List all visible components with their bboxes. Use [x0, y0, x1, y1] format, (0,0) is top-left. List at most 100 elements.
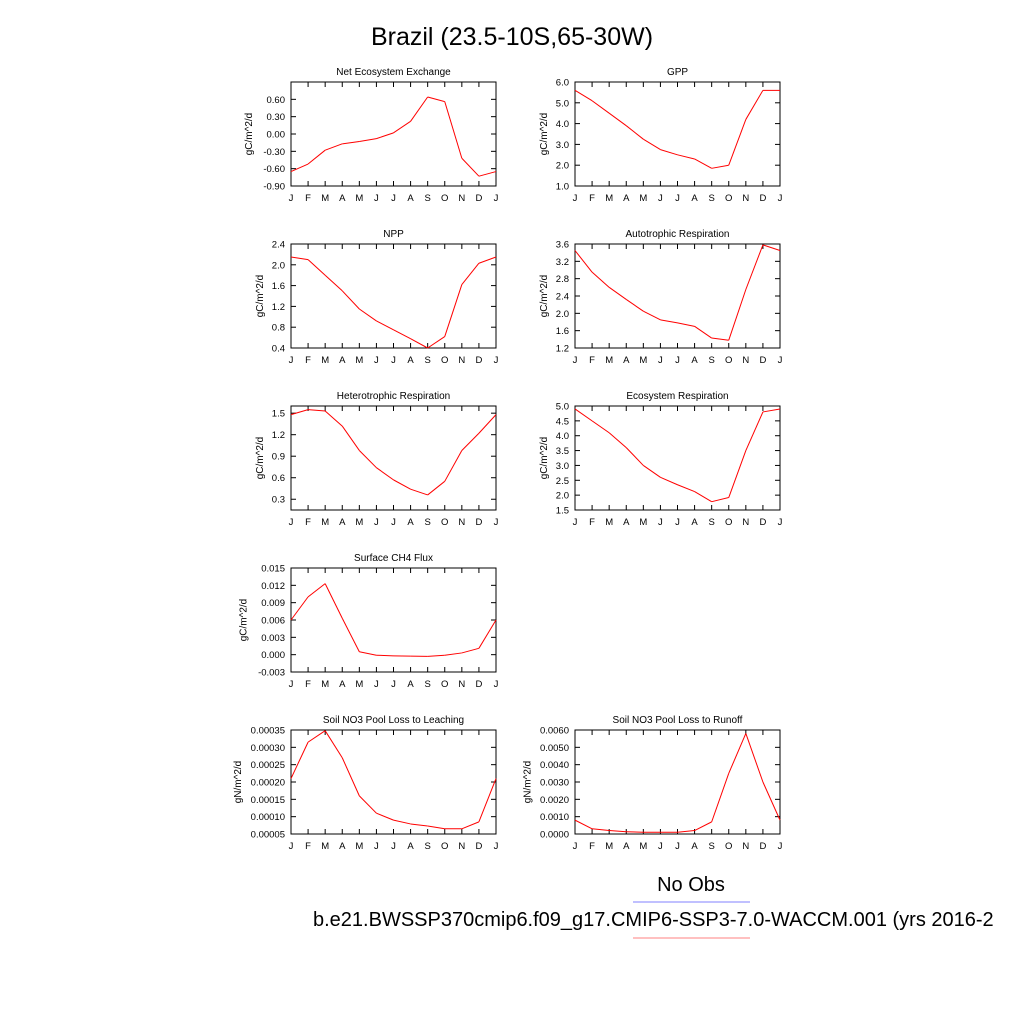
data-segment [461, 157, 480, 177]
x-tick-label: J [778, 355, 783, 366]
data-segment [574, 819, 593, 830]
data-segment [376, 320, 394, 331]
y-tick-label: 0.0060 [540, 726, 569, 737]
x-tick-label: O [441, 355, 448, 366]
x-tick-label: A [623, 193, 630, 204]
x-tick-label: J [573, 355, 578, 366]
x-tick-label: O [441, 679, 448, 690]
data-segment [376, 654, 394, 657]
data-segment [762, 244, 781, 251]
x-tick-label: J [289, 355, 294, 366]
x-tick-label: S [424, 193, 430, 204]
x-tick-label: J [289, 193, 294, 204]
y-tick-label: 0.3 [272, 495, 285, 506]
x-tick-label: F [305, 517, 311, 528]
data-segment [376, 132, 394, 140]
x-tick-label: J [374, 841, 379, 852]
x-tick-label: A [407, 193, 414, 204]
plot-frame [574, 243, 781, 349]
x-tick-label: J [494, 679, 499, 690]
y-tick-label: 0.00010 [251, 812, 285, 823]
data-segment [461, 432, 480, 451]
y-tick-label: -0.60 [263, 164, 285, 175]
data-segment [711, 164, 729, 169]
data-segment [290, 741, 309, 779]
y-axis-label: gC/m^2/d [255, 437, 266, 480]
y-tick-label: 0.0020 [540, 795, 569, 806]
data-segment [745, 90, 764, 120]
data-segment [393, 120, 411, 134]
plot-frame [290, 405, 497, 511]
y-tick-label: 4.5 [556, 416, 569, 427]
y-tick-label: 0.00030 [251, 743, 285, 754]
x-tick-label: A [339, 517, 346, 528]
data-segment [410, 488, 428, 496]
data-segment [643, 310, 661, 321]
y-tick-label: 5.0 [556, 402, 569, 413]
panel-title: GPP [667, 67, 688, 78]
data-segment [341, 290, 360, 310]
data-segment [728, 450, 747, 498]
data-segment [307, 149, 326, 165]
data-segment [574, 408, 593, 422]
data-segment [307, 259, 326, 276]
y-tick-label: 1.2 [556, 344, 569, 355]
x-tick-label: F [589, 193, 595, 204]
x-tick-label: O [725, 355, 732, 366]
x-tick-label: F [589, 355, 595, 366]
data-segment [341, 618, 360, 653]
data-segment [461, 647, 480, 654]
data-segment [609, 830, 627, 833]
data-segment [290, 409, 309, 416]
data-segment [358, 795, 377, 814]
x-tick-label: J [289, 517, 294, 528]
x-tick-label: J [391, 679, 396, 690]
data-segment [677, 322, 695, 327]
data-segment [290, 596, 309, 621]
y-tick-label: 0.006 [261, 616, 285, 627]
y-tick-label: 0.0050 [540, 743, 569, 754]
x-tick-label: M [321, 841, 329, 852]
x-tick-label: A [339, 679, 346, 690]
y-tick-label: 0.0010 [540, 812, 569, 823]
plot-frame [290, 567, 497, 673]
panel-title: Ecosystem Respiration [626, 391, 728, 402]
x-tick-label: J [289, 679, 294, 690]
x-tick-label: D [759, 517, 766, 528]
data-segment [591, 420, 610, 434]
data-segment [478, 619, 497, 649]
x-tick-label: A [339, 193, 346, 204]
x-tick-label: O [725, 517, 732, 528]
x-tick-label: M [639, 517, 647, 528]
x-tick-label: S [708, 517, 714, 528]
data-segment [625, 125, 644, 140]
x-tick-label: A [407, 679, 414, 690]
panel-title: Heterotrophic Respiration [337, 391, 450, 402]
x-tick-label: S [424, 679, 430, 690]
x-tick-label: N [742, 517, 749, 528]
data-segment [745, 244, 764, 290]
data-segment [324, 143, 343, 151]
data-segment [427, 96, 445, 103]
data-segment [677, 830, 695, 833]
figure-title: Brazil (23.5-10S,65-30W) [371, 23, 653, 51]
y-tick-label: 5.0 [556, 98, 569, 109]
x-tick-label: J [374, 193, 379, 204]
data-segment [608, 286, 627, 300]
data-segment [660, 319, 678, 324]
plot-frame [574, 81, 781, 187]
x-tick-label: M [639, 193, 647, 204]
data-segment [358, 450, 377, 469]
y-tick-label: 0.0040 [540, 760, 569, 771]
data-segment [342, 141, 360, 145]
x-tick-label: D [759, 193, 766, 204]
y-tick-label: 3.0 [556, 461, 569, 472]
x-tick-label: A [407, 355, 414, 366]
y-tick-label: 0.00025 [251, 760, 285, 771]
y-tick-label: 4.0 [556, 431, 569, 442]
x-tick-label: M [321, 517, 329, 528]
y-tick-label: -0.003 [258, 668, 285, 679]
